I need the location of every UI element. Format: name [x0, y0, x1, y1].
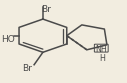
Text: Br: Br	[41, 5, 51, 14]
Text: NH: NH	[95, 45, 107, 54]
Text: HO: HO	[2, 35, 15, 44]
Text: Br: Br	[22, 64, 31, 73]
Text: H: H	[99, 54, 105, 63]
FancyBboxPatch shape	[94, 44, 108, 52]
